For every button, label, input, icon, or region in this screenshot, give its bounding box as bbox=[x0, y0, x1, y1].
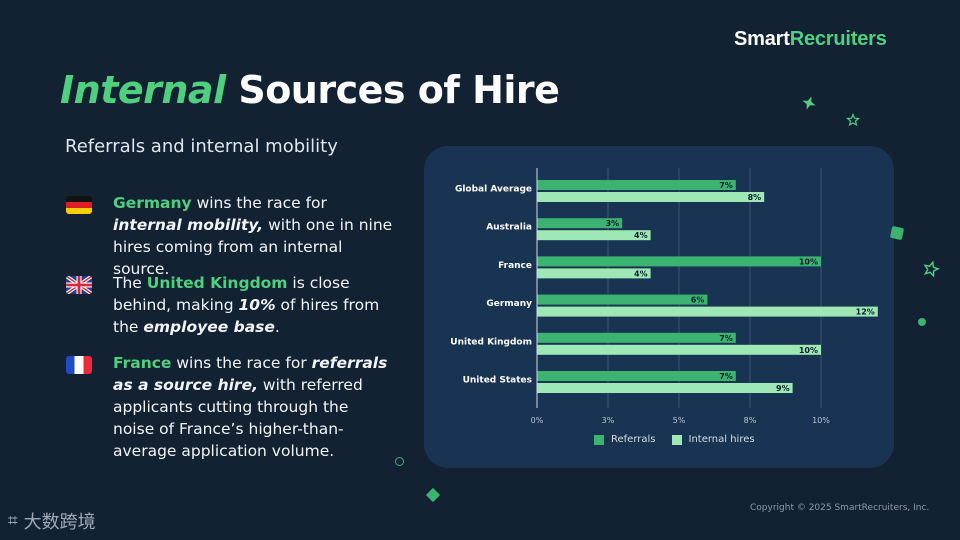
title-accent: Internal bbox=[60, 68, 226, 112]
category-label: Global Average bbox=[455, 185, 532, 195]
data-label: 7% bbox=[719, 181, 733, 190]
france-flag-icon bbox=[66, 356, 92, 374]
legend-item-internal-hires: Internal hires bbox=[671, 434, 755, 445]
bar bbox=[537, 294, 708, 305]
bar bbox=[537, 230, 651, 241]
bar bbox=[537, 371, 736, 381]
x-tick-label: 0% bbox=[531, 416, 544, 425]
data-label: 10% bbox=[799, 257, 818, 266]
star-outline-icon bbox=[923, 260, 940, 278]
category-label: Germany bbox=[486, 299, 532, 309]
x-tick-label: 8% bbox=[744, 416, 757, 425]
star-outline-icon bbox=[846, 113, 860, 127]
x-tick-label: 10% bbox=[812, 416, 830, 425]
data-label: 12% bbox=[856, 308, 875, 317]
bar bbox=[537, 344, 821, 355]
bar bbox=[537, 306, 878, 317]
legend-swatch bbox=[594, 434, 604, 445]
diamond-decoration bbox=[425, 487, 441, 503]
legend-item-referrals: Referrals bbox=[594, 434, 656, 445]
page-title: Internal Sources of Hire bbox=[60, 68, 560, 112]
bar bbox=[537, 332, 736, 343]
bar bbox=[537, 180, 736, 190]
x-tick-label: 5% bbox=[673, 416, 686, 425]
uk-flag-icon bbox=[66, 276, 92, 294]
data-label: 3% bbox=[606, 219, 620, 228]
data-label: 8% bbox=[748, 193, 762, 202]
x-tick-label: 3% bbox=[602, 416, 615, 425]
chart-panel: 0% 3% 5% 8% 10% Global Average 7% 8% Australia 3%… bbox=[424, 146, 894, 468]
data-label: 10% bbox=[799, 346, 818, 355]
page-subtitle: Referrals and internal mobility bbox=[65, 136, 338, 157]
category-label: France bbox=[498, 261, 532, 271]
point-text: Germany wins the race for internal mobil… bbox=[113, 194, 393, 278]
watermark: ⌗ 大数跨境 bbox=[8, 511, 96, 533]
data-label: 4% bbox=[634, 269, 648, 278]
ring-decoration bbox=[395, 457, 404, 466]
bar-chart: 0% 3% 5% 8% 10% Global Average 7% 8% Australia 3%… bbox=[450, 168, 878, 425]
data-label: 4% bbox=[634, 231, 648, 240]
dot-decoration bbox=[918, 318, 926, 326]
category-label: United Kingdom bbox=[450, 337, 532, 347]
data-label: 7% bbox=[719, 334, 733, 343]
germany-flag-icon bbox=[66, 196, 92, 214]
bar bbox=[537, 268, 651, 279]
watermark-logo-icon: ⌗ bbox=[8, 511, 18, 531]
title-rest: Sources of Hire bbox=[225, 68, 560, 112]
bar bbox=[537, 218, 623, 229]
smartrecruiters-logo: SmartRecruiters bbox=[734, 28, 887, 50]
chart-legend: Referrals Internal hires bbox=[594, 434, 755, 445]
copyright-text: Copyright © 2025 SmartRecruiters, Inc. bbox=[750, 503, 930, 513]
point-text: France wins the race for referrals as a … bbox=[113, 354, 388, 460]
category-label: United States bbox=[463, 376, 532, 386]
data-label: 9% bbox=[776, 384, 790, 393]
sparkle-icon bbox=[802, 96, 816, 110]
data-label: 7% bbox=[719, 372, 733, 381]
category-label: Australia bbox=[486, 223, 532, 233]
data-label: 6% bbox=[691, 296, 705, 305]
bar bbox=[537, 256, 821, 267]
point-text: The United Kingdom is close behind, maki… bbox=[113, 274, 380, 336]
square-decoration bbox=[889, 225, 905, 241]
legend-swatch bbox=[671, 434, 682, 445]
bar bbox=[537, 192, 765, 202]
bar bbox=[537, 383, 793, 393]
